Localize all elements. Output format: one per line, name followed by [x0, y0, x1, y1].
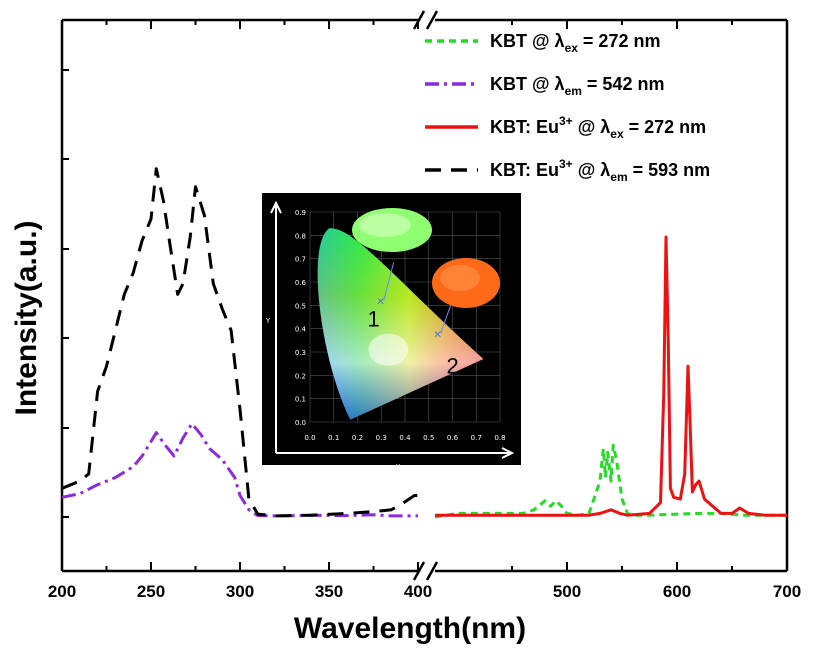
series-line-3: [435, 235, 787, 517]
cie-inset: 0.0 0.1 0.2 0.3 0.4 0.5 0.6 0.7 0.8 0.0 0.1 0.2 0.3 0…: [262, 193, 521, 471]
inset-x-tick-label: 0.1: [328, 434, 339, 442]
cie-gamut-shade: [317, 228, 484, 420]
x-tick-label: 400: [404, 582, 432, 601]
inset-y-tick-label: 0.8: [295, 232, 306, 240]
legend-label-3: KBT: Eu3+ @ λex = 272 nm: [490, 114, 706, 141]
legend-label-4: KBT: Eu3+ @ λem = 593 nm: [490, 157, 710, 184]
inset-y-arrow: [270, 200, 282, 453]
inset-y-tick-label: 0.9: [295, 209, 306, 217]
x-tick-label: 700: [773, 582, 801, 601]
inset-y-tick-label: 0.4: [295, 326, 307, 334]
inset-y-tick-label: 0.5: [295, 302, 306, 310]
inset-x-tick-label: 0.4: [399, 434, 411, 442]
x-tick-label: 500: [553, 582, 581, 601]
inset-y-tick-label: 0.6: [295, 279, 307, 287]
x-axis-title: Wavelength(nm): [294, 612, 526, 645]
white-point-glow: [368, 333, 409, 366]
plot-axes: 200 250 300 350 400 500 600 700: [48, 10, 801, 601]
inset-x-tick-label: 0.5: [423, 434, 434, 442]
green-phosphor-highlight: [359, 213, 411, 237]
x-tick-label: 300: [226, 582, 254, 601]
point-arrow-1: [383, 262, 395, 301]
point-marker-2: ×: [433, 327, 442, 340]
series-line-4: [61, 167, 418, 518]
inset-x-tick-label: 0.3: [376, 434, 387, 442]
inset-y-label: Y: [265, 317, 271, 325]
legend-label-1: KBT @ λex = 272 nm: [490, 31, 660, 55]
inset-y-tick-label: 0.7: [295, 256, 306, 264]
inset-y-tick-label: 0.2: [295, 372, 306, 380]
inset-x-tick-label: 0.8: [494, 434, 505, 442]
legend: KBT @ λex = 272 nm KBT @ λem = 542 nm KBT:…: [425, 31, 710, 184]
x-tick-label: 200: [48, 582, 76, 601]
x-tick-label: 350: [315, 582, 343, 601]
inset-x-tick-label: 0.6: [447, 434, 459, 442]
series-layer: [61, 167, 787, 519]
point-label-2: 2: [447, 353, 459, 378]
inset-y-tick-label: 0.3: [295, 349, 306, 357]
point-marker-1: ×: [376, 295, 385, 308]
x-tick-label: 600: [663, 582, 691, 601]
inset-x-tick-label: 0.0: [304, 434, 315, 442]
point-label-1: 1: [368, 307, 380, 332]
inset-x-label: X: [396, 463, 401, 471]
inset-x-tick-label: 0.2: [352, 434, 363, 442]
y-axis-title: Intensity(a.u.): [10, 220, 43, 415]
orange-phosphor-highlight: [440, 265, 480, 291]
inset-x-tick-label: 0.7: [471, 434, 482, 442]
inset-y-tick-label: 0.0: [295, 419, 306, 427]
inset-x-arrow: [276, 447, 515, 459]
point-arrow-2: [440, 305, 452, 334]
inset-y-tick-label: 0.1: [295, 396, 306, 404]
x-tick-label: 250: [137, 582, 165, 601]
legend-label-2: KBT @ λem = 542 nm: [490, 74, 664, 98]
